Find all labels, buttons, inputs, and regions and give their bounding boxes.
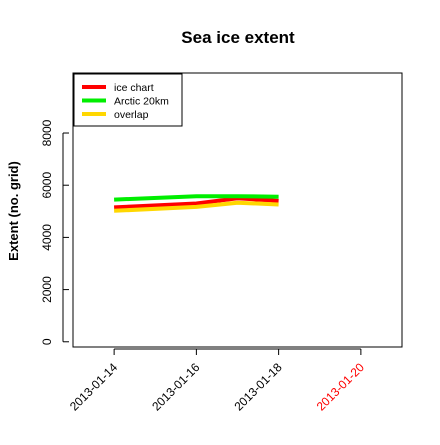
series-layer (114, 194, 279, 213)
legend-label: overlap (114, 109, 149, 121)
series-line-ice-chart (114, 196, 279, 210)
y-axis: 0 2000 4000 6000 8000 (40, 119, 69, 345)
y-tick-label: 4000 (40, 224, 54, 251)
y-axis-label: Extent (no. grid) (6, 161, 21, 261)
y-tick-label: 2000 (40, 276, 54, 303)
legend-label: ice chart (114, 82, 154, 94)
series-line-overlap (114, 200, 279, 213)
series-line-arctic-20km (114, 194, 279, 202)
y-tick-label: 6000 (40, 172, 54, 199)
plot-frame (72, 72, 403, 348)
legend-label: Arctic 20km (114, 96, 169, 108)
chart-title: Sea ice extent (181, 28, 295, 47)
y-tick-label: 8000 (40, 119, 54, 146)
y-tick-label: 0 (40, 338, 54, 345)
